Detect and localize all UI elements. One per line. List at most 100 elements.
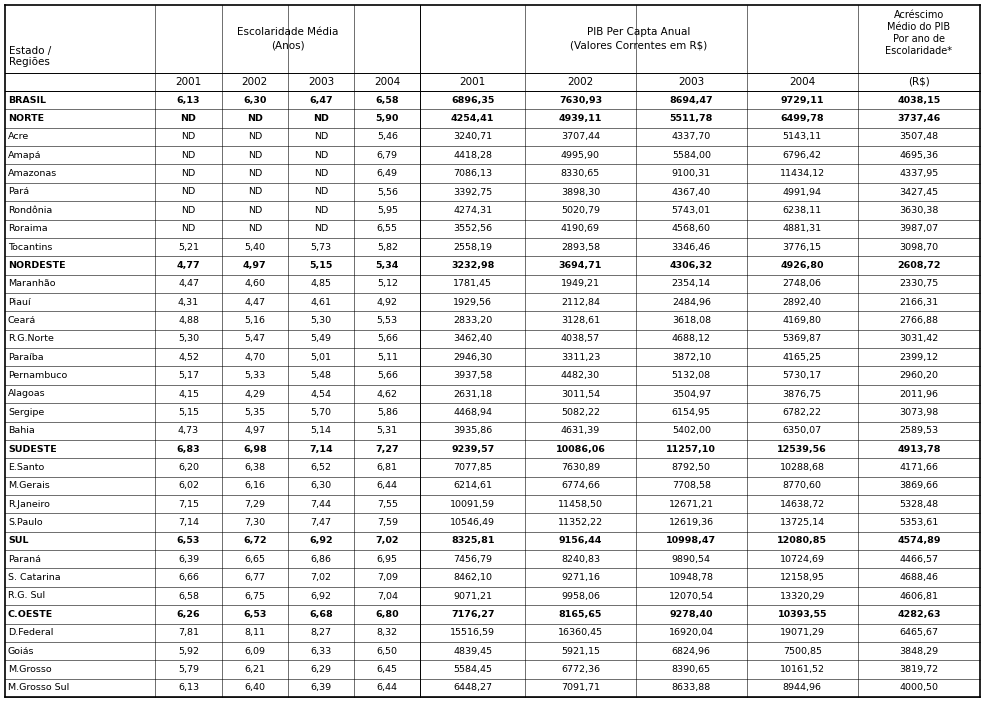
Text: 3694,71: 3694,71 [558, 261, 602, 270]
Text: 2004: 2004 [374, 77, 401, 87]
Text: 14638,72: 14638,72 [780, 500, 824, 509]
Text: 6,98: 6,98 [243, 445, 267, 453]
Text: 5,66: 5,66 [377, 371, 398, 380]
Text: 4568,60: 4568,60 [672, 224, 711, 233]
Text: M.Grosso: M.Grosso [8, 665, 51, 674]
Text: 15516,59: 15516,59 [450, 628, 495, 637]
Text: NORTE: NORTE [8, 114, 44, 123]
Text: 8165,65: 8165,65 [558, 610, 602, 619]
Text: 6,40: 6,40 [244, 683, 265, 692]
Text: 4190,69: 4190,69 [560, 224, 600, 233]
Text: 4171,66: 4171,66 [899, 463, 939, 472]
Text: 4,61: 4,61 [310, 298, 332, 307]
Text: ND: ND [314, 133, 328, 142]
Text: 11352,22: 11352,22 [558, 518, 603, 527]
Text: ND: ND [247, 224, 262, 233]
Text: 3311,23: 3311,23 [560, 352, 600, 362]
Text: (Anos): (Anos) [271, 41, 304, 51]
Text: 12619,36: 12619,36 [669, 518, 714, 527]
Text: 2003: 2003 [308, 77, 334, 87]
Text: 9729,11: 9729,11 [780, 96, 824, 104]
Text: ND: ND [181, 133, 196, 142]
Text: SUDESTE: SUDESTE [8, 445, 57, 453]
Text: Paraná: Paraná [8, 555, 41, 564]
Text: 6,86: 6,86 [310, 555, 332, 564]
Text: 5,12: 5,12 [377, 279, 398, 288]
Text: 6,58: 6,58 [178, 591, 199, 601]
Text: 5,70: 5,70 [310, 408, 332, 417]
Text: Rondônia: Rondônia [8, 206, 52, 215]
Text: 5020,79: 5020,79 [560, 206, 600, 215]
Text: 5,15: 5,15 [178, 408, 199, 417]
Text: 8,32: 8,32 [377, 628, 398, 637]
Text: 2558,19: 2558,19 [453, 243, 492, 252]
Text: 5,30: 5,30 [178, 334, 199, 343]
Text: 7708,58: 7708,58 [672, 482, 711, 490]
Text: 6,30: 6,30 [243, 96, 267, 104]
Text: 6,44: 6,44 [377, 482, 398, 490]
Text: 10393,55: 10393,55 [777, 610, 827, 619]
Text: 3392,75: 3392,75 [453, 188, 492, 197]
Text: 6,75: 6,75 [244, 591, 265, 601]
Text: Amazonas: Amazonas [8, 169, 57, 178]
Text: 7,02: 7,02 [375, 537, 399, 546]
Text: 2892,40: 2892,40 [783, 298, 821, 307]
Text: Por ano de: Por ano de [892, 34, 945, 44]
Text: 9100,31: 9100,31 [672, 169, 711, 178]
Text: 6,13: 6,13 [178, 683, 199, 692]
Text: 6448,27: 6448,27 [453, 683, 492, 692]
Text: 8633,88: 8633,88 [672, 683, 711, 692]
Text: 5402,00: 5402,00 [672, 427, 711, 435]
Text: S. Catarina: S. Catarina [8, 573, 61, 582]
Text: 6,79: 6,79 [377, 151, 398, 160]
Text: ND: ND [180, 114, 196, 123]
Text: 7,47: 7,47 [310, 518, 332, 527]
Text: Roraima: Roraima [8, 224, 47, 233]
Text: 9278,40: 9278,40 [670, 610, 713, 619]
Text: 4254,41: 4254,41 [451, 114, 494, 123]
Text: NORDESTE: NORDESTE [8, 261, 66, 270]
Text: 6,47: 6,47 [309, 96, 333, 104]
Text: 10546,49: 10546,49 [450, 518, 495, 527]
Text: 2960,20: 2960,20 [899, 371, 939, 380]
Text: 6,09: 6,09 [244, 646, 265, 656]
Text: 4165,25: 4165,25 [783, 352, 821, 362]
Text: 8240,83: 8240,83 [560, 555, 600, 564]
Text: 6,65: 6,65 [244, 555, 265, 564]
Text: 1929,56: 1929,56 [453, 298, 492, 307]
Text: 5,33: 5,33 [244, 371, 265, 380]
Text: 4466,57: 4466,57 [899, 555, 939, 564]
Text: 2766,88: 2766,88 [899, 316, 939, 325]
Text: 4,47: 4,47 [178, 279, 199, 288]
Text: 6,21: 6,21 [244, 665, 265, 674]
Text: 6,81: 6,81 [377, 463, 398, 472]
Text: 7,81: 7,81 [178, 628, 199, 637]
Text: 4306,32: 4306,32 [670, 261, 713, 270]
Text: M.Gerais: M.Gerais [8, 482, 50, 490]
Text: 4695,36: 4695,36 [899, 151, 939, 160]
Text: 4839,45: 4839,45 [453, 646, 492, 656]
Text: 6,39: 6,39 [178, 555, 199, 564]
Text: 9071,21: 9071,21 [453, 591, 492, 601]
Text: 7176,27: 7176,27 [451, 610, 494, 619]
Text: 2833,20: 2833,20 [453, 316, 492, 325]
Text: 6,26: 6,26 [176, 610, 200, 619]
Text: 6499,78: 6499,78 [780, 114, 824, 123]
Text: ND: ND [181, 206, 196, 215]
Text: 10161,52: 10161,52 [780, 665, 824, 674]
Text: 4274,31: 4274,31 [453, 206, 492, 215]
Text: 5,46: 5,46 [377, 133, 398, 142]
Text: 3011,54: 3011,54 [560, 389, 600, 398]
Text: 5,35: 5,35 [244, 408, 265, 417]
Text: 4,73: 4,73 [178, 427, 199, 435]
Text: 13320,29: 13320,29 [779, 591, 824, 601]
Text: ND: ND [314, 224, 328, 233]
Text: ND: ND [181, 188, 196, 197]
Text: 5,95: 5,95 [377, 206, 398, 215]
Text: 6154,95: 6154,95 [672, 408, 711, 417]
Text: 4,97: 4,97 [244, 427, 265, 435]
Text: ND: ND [247, 114, 263, 123]
Text: 5,73: 5,73 [310, 243, 332, 252]
Text: 4,88: 4,88 [178, 316, 199, 325]
Text: 3098,70: 3098,70 [899, 243, 939, 252]
